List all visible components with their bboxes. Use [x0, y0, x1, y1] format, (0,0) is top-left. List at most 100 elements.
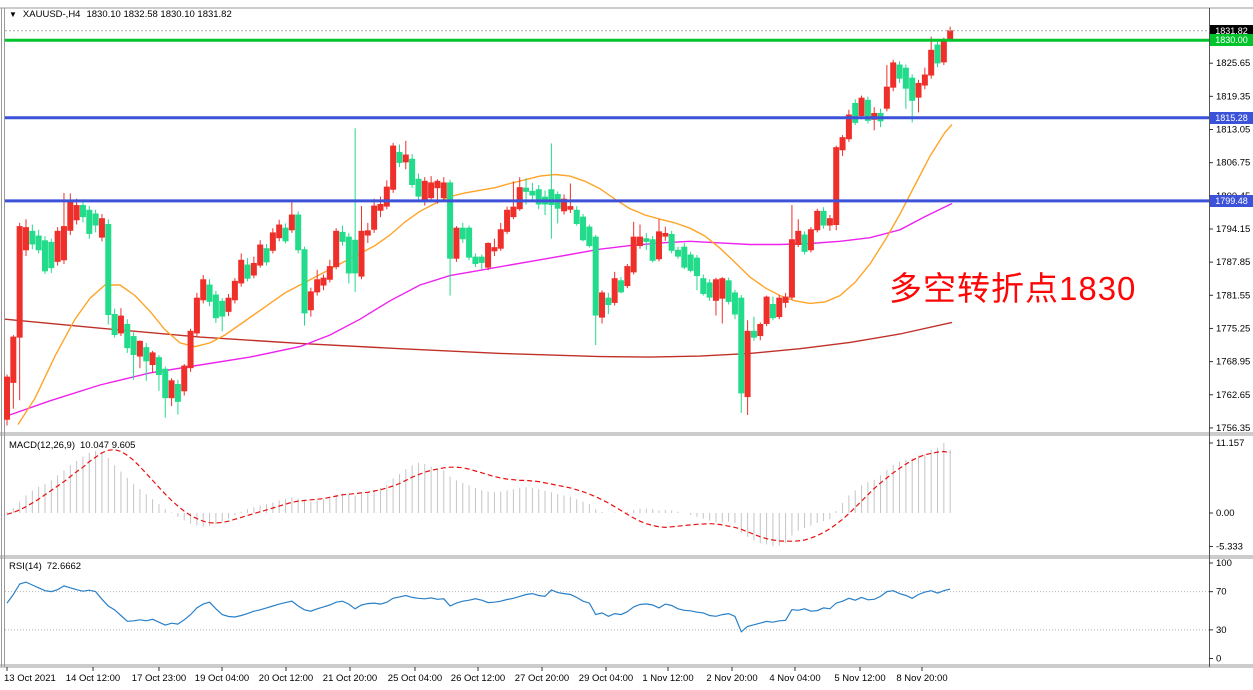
candlestick: [478, 256, 485, 263]
time-axis-label[interactable]: 14 Oct 12:00: [66, 673, 120, 684]
candlestick: [434, 180, 441, 189]
time-axis-label[interactable]: 4 Nov 04:00: [769, 673, 820, 684]
price-badge-1815.28: 1815.28: [1210, 111, 1253, 124]
candlestick: [92, 213, 99, 226]
candlestick: [548, 189, 555, 206]
candlestick: [510, 206, 517, 218]
time-axis-label[interactable]: 29 Oct 04:00: [579, 673, 633, 684]
chart-annotation-text: 多空转折点1830: [889, 270, 1137, 307]
candlestick: [212, 294, 219, 319]
symbol-timeframe-label: XAUUSD-,H4: [22, 9, 81, 20]
candlestick: [409, 158, 416, 186]
candlestick: [79, 205, 86, 218]
price-axis-label[interactable]: 1775.25: [1216, 323, 1250, 334]
candlestick: [529, 190, 536, 196]
time-axis-label[interactable]: 5 Nov 12:00: [834, 673, 885, 684]
symbol-dropdown-icon[interactable]: ▼: [9, 9, 17, 19]
time-axis-label[interactable]: 13 Oct 2021: [4, 673, 56, 684]
candlestick: [174, 384, 181, 402]
price-axis-label[interactable]: 1768.95: [1216, 357, 1250, 368]
time-axis-label[interactable]: 20 Oct 12:00: [259, 673, 313, 684]
price-axis-label[interactable]: 1819.35: [1216, 91, 1250, 102]
candlestick: [599, 292, 606, 318]
candlestick: [561, 198, 568, 212]
candlestick: [98, 218, 105, 238]
candlestick: [155, 357, 162, 376]
macd-signal-line: [6, 448, 951, 542]
time-axis-label[interactable]: 27 Oct 20:00: [515, 673, 569, 684]
macd-axis-label[interactable]: 0.00: [1216, 508, 1235, 519]
candlestick: [497, 229, 504, 249]
candlestick: [814, 210, 821, 231]
candlestick: [788, 239, 795, 298]
candlestick: [383, 186, 390, 207]
candlestick: [54, 230, 61, 262]
price-axis-label[interactable]: 1781.55: [1216, 290, 1250, 301]
candlestick: [371, 205, 378, 230]
candlestick: [826, 218, 833, 226]
candlestick: [580, 216, 587, 241]
candlestick: [649, 239, 656, 261]
candlestick: [712, 279, 719, 301]
candlestick: [276, 224, 283, 239]
candlestick: [231, 280, 238, 301]
ma-slow-line: [4, 318, 953, 358]
candlestick: [193, 297, 200, 334]
candlestick: [60, 226, 67, 261]
time-axis-label[interactable]: 26 Oct 12:00: [451, 673, 505, 684]
time-axis-label[interactable]: 8 Nov 20:00: [896, 673, 947, 684]
price-axis-label[interactable]: 1825.65: [1216, 58, 1250, 69]
time-axis-label[interactable]: 25 Oct 04:00: [388, 673, 442, 684]
candlestick: [858, 97, 865, 117]
rsi-axis-label[interactable]: 0: [1216, 654, 1221, 665]
candlestick: [655, 231, 662, 260]
time-axis-label[interactable]: 1 Nov 12:00: [642, 673, 693, 684]
candlestick: [396, 151, 403, 163]
price-axis-label[interactable]: 1756.35: [1216, 423, 1250, 434]
candlestick: [466, 227, 473, 258]
candlestick: [143, 347, 150, 362]
candlestick: [693, 257, 700, 277]
price-axis-label[interactable]: 1762.65: [1216, 390, 1250, 401]
candlestick: [67, 199, 74, 231]
rsi-axis-label[interactable]: 70: [1216, 587, 1227, 598]
ma-mid-line: [4, 202, 953, 418]
candlestick: [73, 205, 80, 221]
candlestick: [238, 259, 245, 284]
candlestick: [573, 209, 580, 224]
candlestick: [795, 230, 802, 246]
time-axis-label[interactable]: 19 Oct 04:00: [195, 673, 249, 684]
candlestick: [22, 227, 29, 251]
chart-title: ▼ XAUUSD-,H4 1830.10 1832.58 1830.10 183…: [9, 9, 232, 20]
price-axis-label[interactable]: 1813.05: [1216, 125, 1250, 136]
price-axis-label[interactable]: 1787.85: [1216, 257, 1250, 268]
candlestick: [136, 340, 143, 357]
price-axis-label[interactable]: 1806.75: [1216, 158, 1250, 169]
price-axis-label[interactable]: 1794.15: [1216, 224, 1250, 235]
rsi-axis-label[interactable]: 100: [1216, 558, 1232, 569]
candlestick: [219, 300, 226, 317]
macd-axis-label[interactable]: 11.157: [1216, 438, 1244, 449]
rsi-axis-label[interactable]: 30: [1216, 625, 1227, 636]
time-axis-label[interactable]: 2 Nov 20:00: [706, 673, 757, 684]
macd-name: MACD(12,26,9): [9, 440, 75, 451]
candlestick: [504, 209, 511, 232]
candlestick: [611, 278, 618, 303]
candlestick: [314, 279, 321, 293]
candlestick: [86, 209, 93, 234]
candlestick: [288, 214, 295, 231]
time-axis-label[interactable]: 17 Oct 23:00: [132, 673, 186, 684]
macd-indicator-label: MACD(12,26,9) 10.047 9.605: [9, 440, 135, 451]
candlestick: [757, 324, 764, 337]
candlestick: [883, 86, 890, 109]
candlestick: [592, 236, 599, 316]
candlestick: [750, 330, 757, 338]
time-axis-label[interactable]: 21 Oct 20:00: [323, 673, 377, 684]
candlestick: [687, 254, 694, 271]
candlestick: [244, 264, 251, 279]
candlestick: [852, 102, 859, 123]
macd-axis-label[interactable]: -5.333: [1216, 541, 1243, 552]
candlestick: [326, 266, 333, 280]
